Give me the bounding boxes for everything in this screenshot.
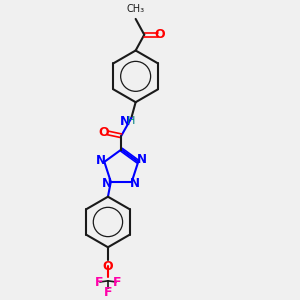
Text: N: N (130, 177, 140, 190)
Text: N: N (120, 115, 130, 128)
Text: O: O (103, 260, 113, 273)
Text: H: H (127, 116, 136, 126)
Text: CH₃: CH₃ (127, 4, 145, 14)
Text: N: N (102, 177, 112, 190)
Text: F: F (94, 276, 103, 289)
Text: N: N (137, 153, 147, 166)
Text: O: O (98, 126, 109, 140)
Text: N: N (96, 154, 106, 167)
Text: F: F (104, 286, 112, 299)
Text: O: O (155, 28, 165, 41)
Text: F: F (113, 276, 122, 289)
